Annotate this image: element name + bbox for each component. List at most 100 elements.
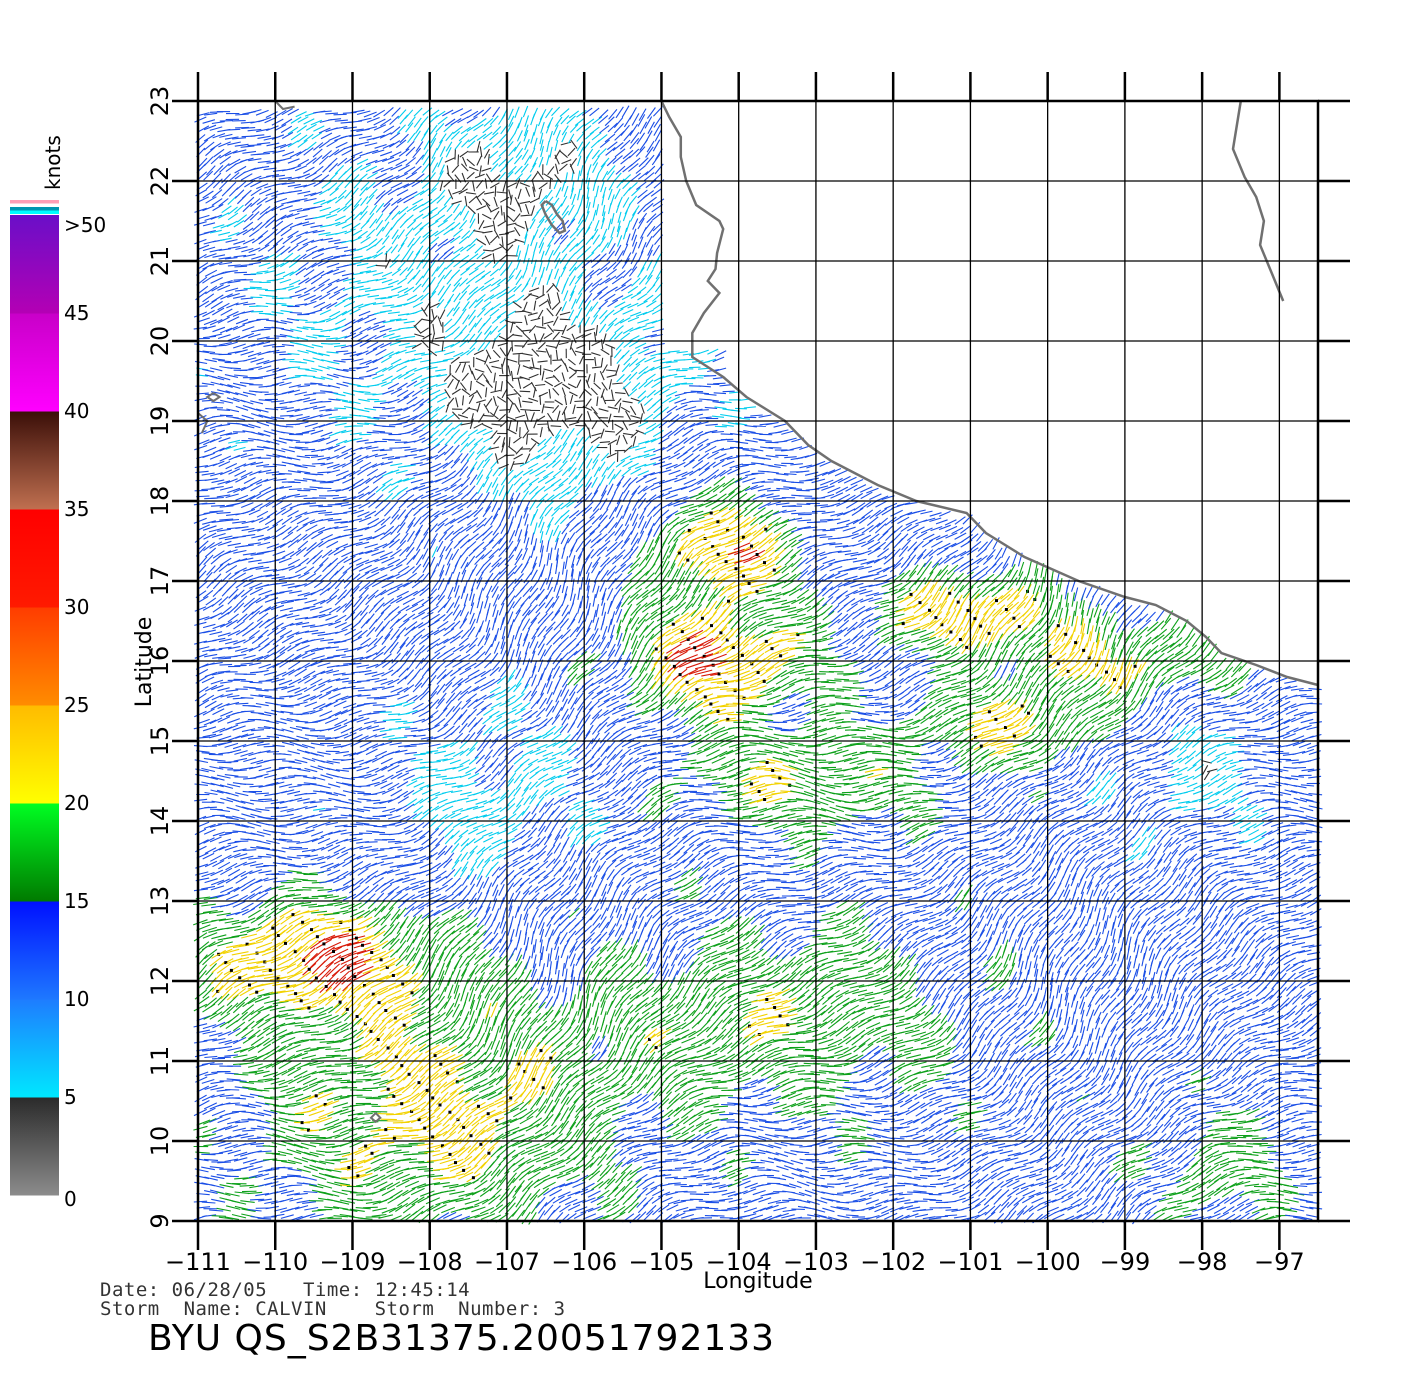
wind-vector [1113,1172,1126,1183]
wind-vector [1023,1004,1034,1017]
wind-vector [1079,954,1089,965]
wind-vector [1100,1155,1113,1165]
wind-vector [1115,1163,1130,1172]
wind-vector [240,1094,255,1099]
wind-vector [1188,1004,1195,1017]
wind-vector [1169,1173,1184,1181]
wind-vector [929,1100,943,1107]
wind-vector [635,1211,647,1222]
wind-vector [1107,1011,1117,1023]
wind-vector [1065,1016,1071,1031]
wind-vector [781,1159,794,1165]
wind-vector [1177,1213,1192,1218]
wind-vector [1282,1208,1298,1213]
wind-vector [767,1199,782,1205]
wind-vector [529,1117,543,1127]
wind-vector [1286,1140,1299,1147]
wind-vector [1185,1148,1198,1159]
wind-vector [603,1125,617,1135]
wind-vector [650,1183,663,1190]
wind-vector [581,1131,592,1145]
wind-vector [319,1056,335,1059]
wind-vector [381,1207,396,1214]
wind-vector [615,1171,626,1184]
wind-vector [444,977,451,993]
wind-vector [1258,1160,1274,1164]
wind-vector [1216,1058,1227,1070]
wind-vector [1115,1033,1124,1046]
wind-vector [982,1091,996,1100]
wind-vector [193,1125,208,1131]
wind-vector [775,1093,790,1101]
wind-vector [1238,1176,1254,1180]
wind-vector [448,1173,465,1179]
wind-vector [752,1189,766,1196]
wind-vector [773,1048,790,1053]
wind-vector [621,1075,633,1087]
wind-vector [347,1094,363,1097]
wind-vector [898,1168,912,1173]
wind-vector [1154,1108,1164,1120]
wind-vector [852,1029,866,1040]
wind-vector [1093,1204,1104,1215]
wind-vector [450,1147,466,1158]
wind-vector [930,1148,944,1156]
wind-vector [1267,1108,1281,1117]
rain-flag [345,1007,349,1011]
wind-vector [233,1157,248,1162]
colorbar-band [10,509,59,608]
wind-vector [828,1158,843,1163]
wind-vector [973,1128,988,1133]
wind-vector [769,946,781,958]
colorbar-band [10,803,59,902]
wind-vector [372,1207,388,1212]
wind-vector [1009,1045,1020,1056]
wind-vector [434,1074,449,1087]
wind-vector [1220,1143,1237,1146]
wind-vector [919,1069,935,1074]
wind-vector [520,1135,535,1142]
wind-vector [1018,1082,1026,1094]
wind-vector [342,1208,358,1212]
wind-vector [874,1077,888,1086]
wind-vector [737,1199,751,1206]
wind-vector [904,1077,918,1085]
wind-vector [471,1115,486,1127]
wind-vector [1202,1025,1211,1038]
wind-vector [1270,1119,1284,1126]
wind-vector [653,1065,665,1078]
rain-flag [423,1126,427,1130]
wind-vector [1169,1107,1181,1118]
wind-vector [905,1094,918,1103]
wind-vector [634,1108,648,1115]
wind-vector [711,1214,725,1217]
wind-vector [1121,1141,1135,1148]
wind-vector [1090,1091,1103,1101]
wind-vector [661,1091,673,1103]
wind-vector [227,1134,241,1140]
wind-vector [915,1127,928,1134]
wind-vector [1184,1197,1199,1204]
wind-vector [573,1148,585,1161]
wind-vector [565,1074,578,1086]
wind-vector [999,1067,1008,1080]
wind-vector [1182,1085,1196,1092]
wind-vector [712,1174,727,1181]
wind-vector [1191,964,1203,973]
wind-vector [914,1176,928,1179]
wind-vector [667,1106,680,1118]
wind-vector [311,1159,327,1165]
wind-vector [1024,1089,1032,1102]
wind-vector [1184,1093,1199,1099]
wind-vector [513,1064,522,1080]
wind-vector [734,1174,749,1182]
wind-vector [1030,1116,1039,1128]
wind-vector [365,1166,381,1174]
wind-vector [977,1204,990,1214]
wind-vector [719,1148,733,1156]
wind-vector [318,1110,334,1119]
wind-vector [673,1212,686,1219]
wind-vector [922,1198,936,1201]
wind-vector [1136,1131,1149,1140]
wind-vector [487,1092,503,1101]
